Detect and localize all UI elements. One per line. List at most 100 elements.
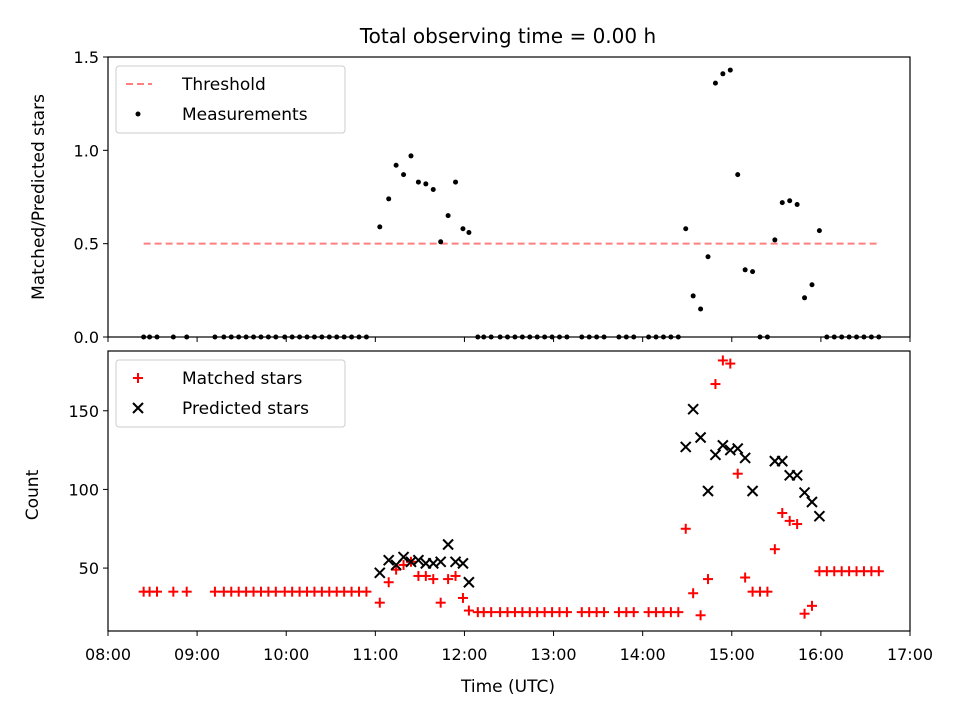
top-legend-label: Threshold bbox=[181, 75, 266, 95]
predicted-stars-marker bbox=[457, 557, 469, 570]
measurement-point bbox=[816, 228, 822, 234]
matched-stars-marker bbox=[374, 597, 385, 608]
matched-stars-marker bbox=[717, 355, 728, 366]
measurement-point bbox=[735, 172, 741, 178]
top-y-tick-label: 0.5 bbox=[74, 235, 99, 254]
matched-stars-marker bbox=[181, 586, 192, 597]
measurement-point bbox=[445, 213, 451, 219]
matched-stars-marker bbox=[703, 574, 714, 585]
measurement-point bbox=[750, 269, 756, 275]
x-tick-label: 16:00 bbox=[798, 645, 844, 664]
x-tick-label: 08:00 bbox=[85, 645, 131, 664]
measurement-point bbox=[712, 80, 718, 86]
top-y-axis-label: Matched/Predicted stars bbox=[29, 94, 49, 300]
bottom-panel: 50 100 150 08:00 09:00 10:00 11:00 12:00 13:00 14… bbox=[68, 350, 933, 664]
x-tick-label: 09:00 bbox=[174, 645, 220, 664]
top-legend: Threshold Measurements bbox=[115, 65, 346, 134]
bottom-y-tick-label: 50 bbox=[79, 559, 99, 578]
bottom-y-axis-label: Count bbox=[23, 469, 43, 520]
predicted-stars-marker bbox=[680, 441, 692, 453]
predicted-stars-marker bbox=[412, 554, 425, 566]
measurement-point bbox=[430, 187, 436, 193]
matched-stars-marker bbox=[769, 544, 780, 555]
matched-stars-marker bbox=[428, 574, 439, 585]
measurement-point bbox=[408, 153, 414, 159]
x-tick-label: 13:00 bbox=[531, 645, 577, 664]
predicted-stars-marker bbox=[463, 576, 475, 588]
measurement-point bbox=[779, 200, 785, 206]
measurement-point bbox=[802, 295, 808, 301]
predicted-stars-marker bbox=[374, 567, 386, 579]
predicted-stars-marker bbox=[434, 556, 447, 568]
measurement-point bbox=[453, 179, 459, 185]
matched-stars-marker bbox=[270, 586, 281, 597]
top-panel: 0.0 0.5 1.0 1.5 Threshold Measurements bbox=[74, 48, 911, 347]
chart-title: Total observing time = 0.00 h bbox=[359, 24, 656, 48]
x-tick-label: 10:00 bbox=[263, 645, 309, 664]
x-tick-label: 17:00 bbox=[887, 645, 933, 664]
predicted-stars-marker bbox=[717, 439, 729, 452]
measurement-point bbox=[742, 267, 748, 273]
predicted-stars-marker bbox=[694, 431, 707, 444]
bottom-y-tick-label: 150 bbox=[68, 402, 99, 421]
measurement-point bbox=[787, 198, 793, 204]
measurement-point bbox=[772, 237, 778, 243]
matched-stars-marker bbox=[680, 523, 691, 534]
measurement-point bbox=[727, 67, 733, 73]
predicted-stars-marker bbox=[709, 449, 722, 461]
matched-stars-marker bbox=[420, 570, 431, 581]
matched-stars-marker bbox=[792, 519, 803, 530]
predicted-stars-marker bbox=[776, 455, 788, 467]
matched-stars-marker bbox=[710, 379, 721, 390]
matched-stars-marker bbox=[463, 605, 474, 616]
matched-stars-marker bbox=[740, 572, 751, 583]
matched-stars-marker bbox=[383, 577, 394, 588]
predicted-stars-marker bbox=[806, 496, 818, 508]
matched-stars-marker bbox=[673, 607, 684, 618]
matched-stars-marker bbox=[457, 592, 468, 603]
matched-stars-marker bbox=[695, 610, 706, 621]
predicted-stars-marker bbox=[739, 452, 751, 464]
matched-stars-marker bbox=[799, 608, 810, 619]
top-legend-label: Measurements bbox=[182, 105, 308, 125]
top-axes-frame bbox=[107, 56, 911, 338]
measurement-point bbox=[698, 306, 704, 312]
measurement-point bbox=[720, 71, 726, 77]
predicted-stars-marker bbox=[798, 486, 811, 499]
x-tick-label: 12:00 bbox=[441, 645, 487, 664]
matched-stars-marker bbox=[762, 586, 773, 597]
predicted-stars-marker bbox=[746, 485, 759, 497]
matched-stars-marker bbox=[435, 597, 446, 608]
x-axis-label: Time (UTC) bbox=[460, 677, 555, 697]
matched-stars-marker bbox=[168, 586, 179, 597]
matched-stars-marker bbox=[450, 570, 461, 581]
legend-predicted-swatch bbox=[132, 402, 144, 414]
bottom-axes-frame bbox=[107, 350, 911, 632]
measurement-point bbox=[683, 226, 689, 232]
x-tick-label: 14:00 bbox=[620, 645, 666, 664]
top-legend-box bbox=[115, 65, 346, 134]
matched-stars-marker bbox=[209, 586, 220, 597]
predicted-stars-marker bbox=[687, 403, 699, 415]
measurement-point bbox=[460, 226, 466, 232]
legend-measurements-swatch bbox=[135, 111, 141, 117]
predicted-stars-marker bbox=[442, 538, 454, 551]
matched-stars-marker bbox=[361, 586, 372, 597]
x-tick-label: 15:00 bbox=[709, 645, 755, 664]
top-y-tick-label: 0.0 bbox=[74, 328, 99, 347]
predicted-stars-marker bbox=[791, 469, 803, 481]
matched-stars-marker bbox=[777, 508, 788, 519]
matched-stars-marker bbox=[561, 607, 572, 618]
top-y-tick-label: 1.5 bbox=[74, 48, 99, 67]
predicted-stars-marker bbox=[732, 442, 744, 455]
matched-stars-marker bbox=[688, 588, 699, 599]
matched-stars-marker bbox=[873, 566, 884, 577]
measurement-point bbox=[415, 179, 421, 185]
measurement-point bbox=[705, 254, 711, 260]
matched-stars-marker bbox=[599, 607, 610, 618]
bottom-legend: Matched stars Predicted stars bbox=[115, 359, 346, 428]
measurement-point bbox=[386, 196, 392, 202]
measurement-point bbox=[438, 239, 444, 245]
predicted-stars-marker bbox=[702, 485, 714, 497]
